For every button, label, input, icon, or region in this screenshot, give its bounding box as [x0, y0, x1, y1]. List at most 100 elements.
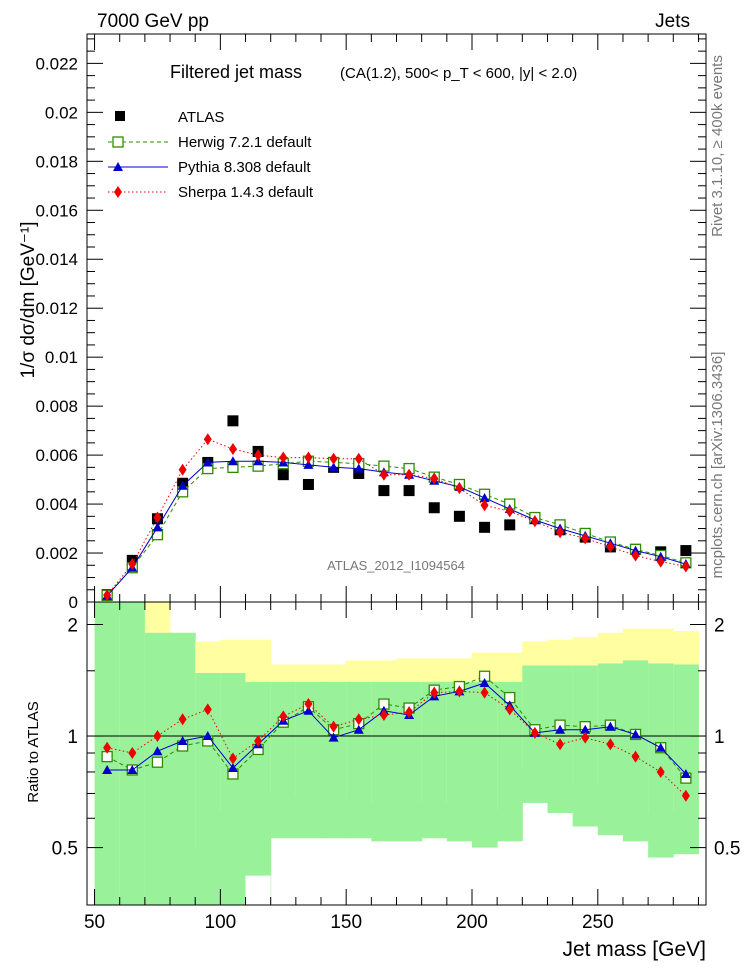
y-tick-label: 0.01	[45, 348, 78, 367]
ratio-point-sherpa	[581, 731, 590, 744]
header-left: 7000 GeV pp	[97, 11, 209, 32]
ratio-point-sherpa	[128, 747, 137, 760]
main-point-atlas	[428, 502, 440, 514]
main-point-sherpa	[329, 452, 338, 465]
y-tick-label: 0.018	[35, 152, 78, 171]
ratio-y-axis-label: Ratio to ATLAS	[25, 701, 42, 802]
ratio-point-pythia	[303, 705, 314, 715]
inner-band-bin	[170, 632, 196, 905]
main-point-pythia	[227, 456, 238, 466]
ratio-point-herwig	[151, 756, 164, 768]
main-point-sherpa	[681, 560, 690, 573]
legend-marker-herwig	[112, 136, 124, 148]
ratio-point-sherpa	[505, 703, 514, 716]
main-series-pythia	[102, 456, 691, 600]
y-tick-label: 0.004	[35, 495, 78, 514]
main-point-sherpa	[556, 526, 565, 539]
ratio-point-sherpa	[279, 710, 288, 723]
main-point-sherpa	[103, 589, 112, 602]
inner-band-bin	[245, 681, 272, 905]
main-point-atlas	[378, 485, 390, 497]
main-series-sherpa	[103, 433, 690, 602]
main-panel: 1/σ dσ/dm [GeV⁻¹] Filtered jet mass (CA(…	[18, 62, 577, 573]
ratio-point-sherpa	[354, 713, 363, 726]
ratio-point-sherpa	[656, 765, 665, 778]
ratio-point-sherpa	[203, 703, 212, 716]
main-point-sherpa	[405, 468, 414, 481]
main-point-atlas	[302, 478, 314, 490]
y-tick-label: 0.022	[35, 54, 78, 73]
main-point-sherpa	[430, 472, 439, 485]
ratio-point-pythia	[555, 724, 566, 734]
inner-band-bin	[572, 665, 599, 827]
main-point-pythia	[303, 459, 314, 469]
main-point-sherpa	[631, 549, 640, 562]
ratio-y-ticks: 0.5 0.5 1 1 2 2	[52, 615, 741, 859]
ratio-line-pythia	[107, 682, 687, 775]
ratio-point-pythia	[353, 724, 364, 734]
x-tick-label: 250	[582, 912, 614, 933]
main-point-sherpa	[178, 463, 187, 476]
main-point-atlas	[277, 469, 289, 481]
header-right: Jets	[655, 11, 690, 32]
ratio-point-sherpa	[329, 720, 338, 733]
ratio-y-tick-label-right: 1	[714, 727, 725, 748]
inner-band-bin	[471, 681, 498, 848]
x-tick-label: 50	[84, 912, 105, 933]
inner-band-bin	[220, 672, 247, 905]
ratio-line-sherpa	[106, 690, 687, 797]
ratio-point-pythia	[127, 764, 138, 774]
main-subtitle: (CA(1.2), 500< p_T < 600, |y| < 2.0)	[340, 65, 577, 82]
main-point-sherpa	[530, 515, 539, 528]
y-tick-label: 0.008	[35, 397, 78, 416]
ratio-point-sherpa	[530, 726, 539, 739]
ratio-uncertainty-bands	[94, 602, 699, 905]
legend-marker-pythia	[113, 162, 123, 171]
main-point-sherpa	[203, 433, 212, 446]
band-gap	[245, 875, 271, 905]
main-point-sherpa	[480, 499, 489, 512]
ratio-point-sherpa	[405, 706, 414, 719]
main-point-sherpa	[304, 451, 313, 464]
inner-band-bin	[321, 681, 347, 839]
legend-label-pythia: Pythia 8.308 default	[178, 159, 311, 176]
main-point-pythia	[152, 522, 163, 532]
main-point-sherpa	[581, 532, 590, 545]
main-point-sherpa	[656, 555, 665, 568]
y-tick-label: 0.016	[35, 201, 78, 220]
inner-band-bin	[622, 660, 649, 842]
ratio-point-pythia	[479, 678, 490, 688]
legend-label-atlas: ATLAS	[178, 109, 224, 126]
analysis-watermark: ATLAS_2012_I1094564	[327, 558, 465, 573]
main-point-atlas	[227, 415, 239, 427]
main-point-pythia	[202, 457, 213, 467]
ratio-point-pythia	[328, 732, 339, 742]
main-point-sherpa	[279, 451, 288, 464]
ratio-y-tick-label: 1	[67, 727, 78, 748]
legend: ATLAS Herwig 7.2.1 default Pythia 8.308 …	[108, 109, 314, 201]
ratio-point-pythia	[177, 735, 188, 745]
ratio-point-pythia	[655, 742, 666, 752]
ratio-y-tick-label: 2	[67, 615, 78, 636]
ratio-point-sherpa	[681, 789, 690, 802]
inner-band-bin	[673, 664, 699, 855]
ratio-point-pythia	[102, 764, 113, 774]
main-point-pythia	[177, 480, 188, 490]
main-point-sherpa	[254, 449, 263, 462]
x-tick-label: 150	[330, 912, 362, 933]
main-point-sherpa	[228, 442, 237, 455]
main-point-atlas	[504, 519, 516, 531]
ratio-point-sherpa	[379, 708, 388, 721]
ratio-point-sherpa	[606, 738, 615, 751]
main-point-pythia	[328, 462, 339, 472]
main-point-pythia	[353, 463, 364, 473]
inner-band-bin	[144, 632, 171, 905]
x-axis-label: Jet mass [GeV]	[562, 938, 706, 961]
ratio-point-sherpa	[480, 686, 489, 699]
ratio-point-pythia	[202, 731, 213, 741]
y-tick-label: 0.012	[35, 299, 78, 318]
ratio-point-pythia	[630, 729, 641, 739]
main-point-atlas	[353, 467, 365, 479]
main-title: Filtered jet mass	[170, 62, 302, 82]
